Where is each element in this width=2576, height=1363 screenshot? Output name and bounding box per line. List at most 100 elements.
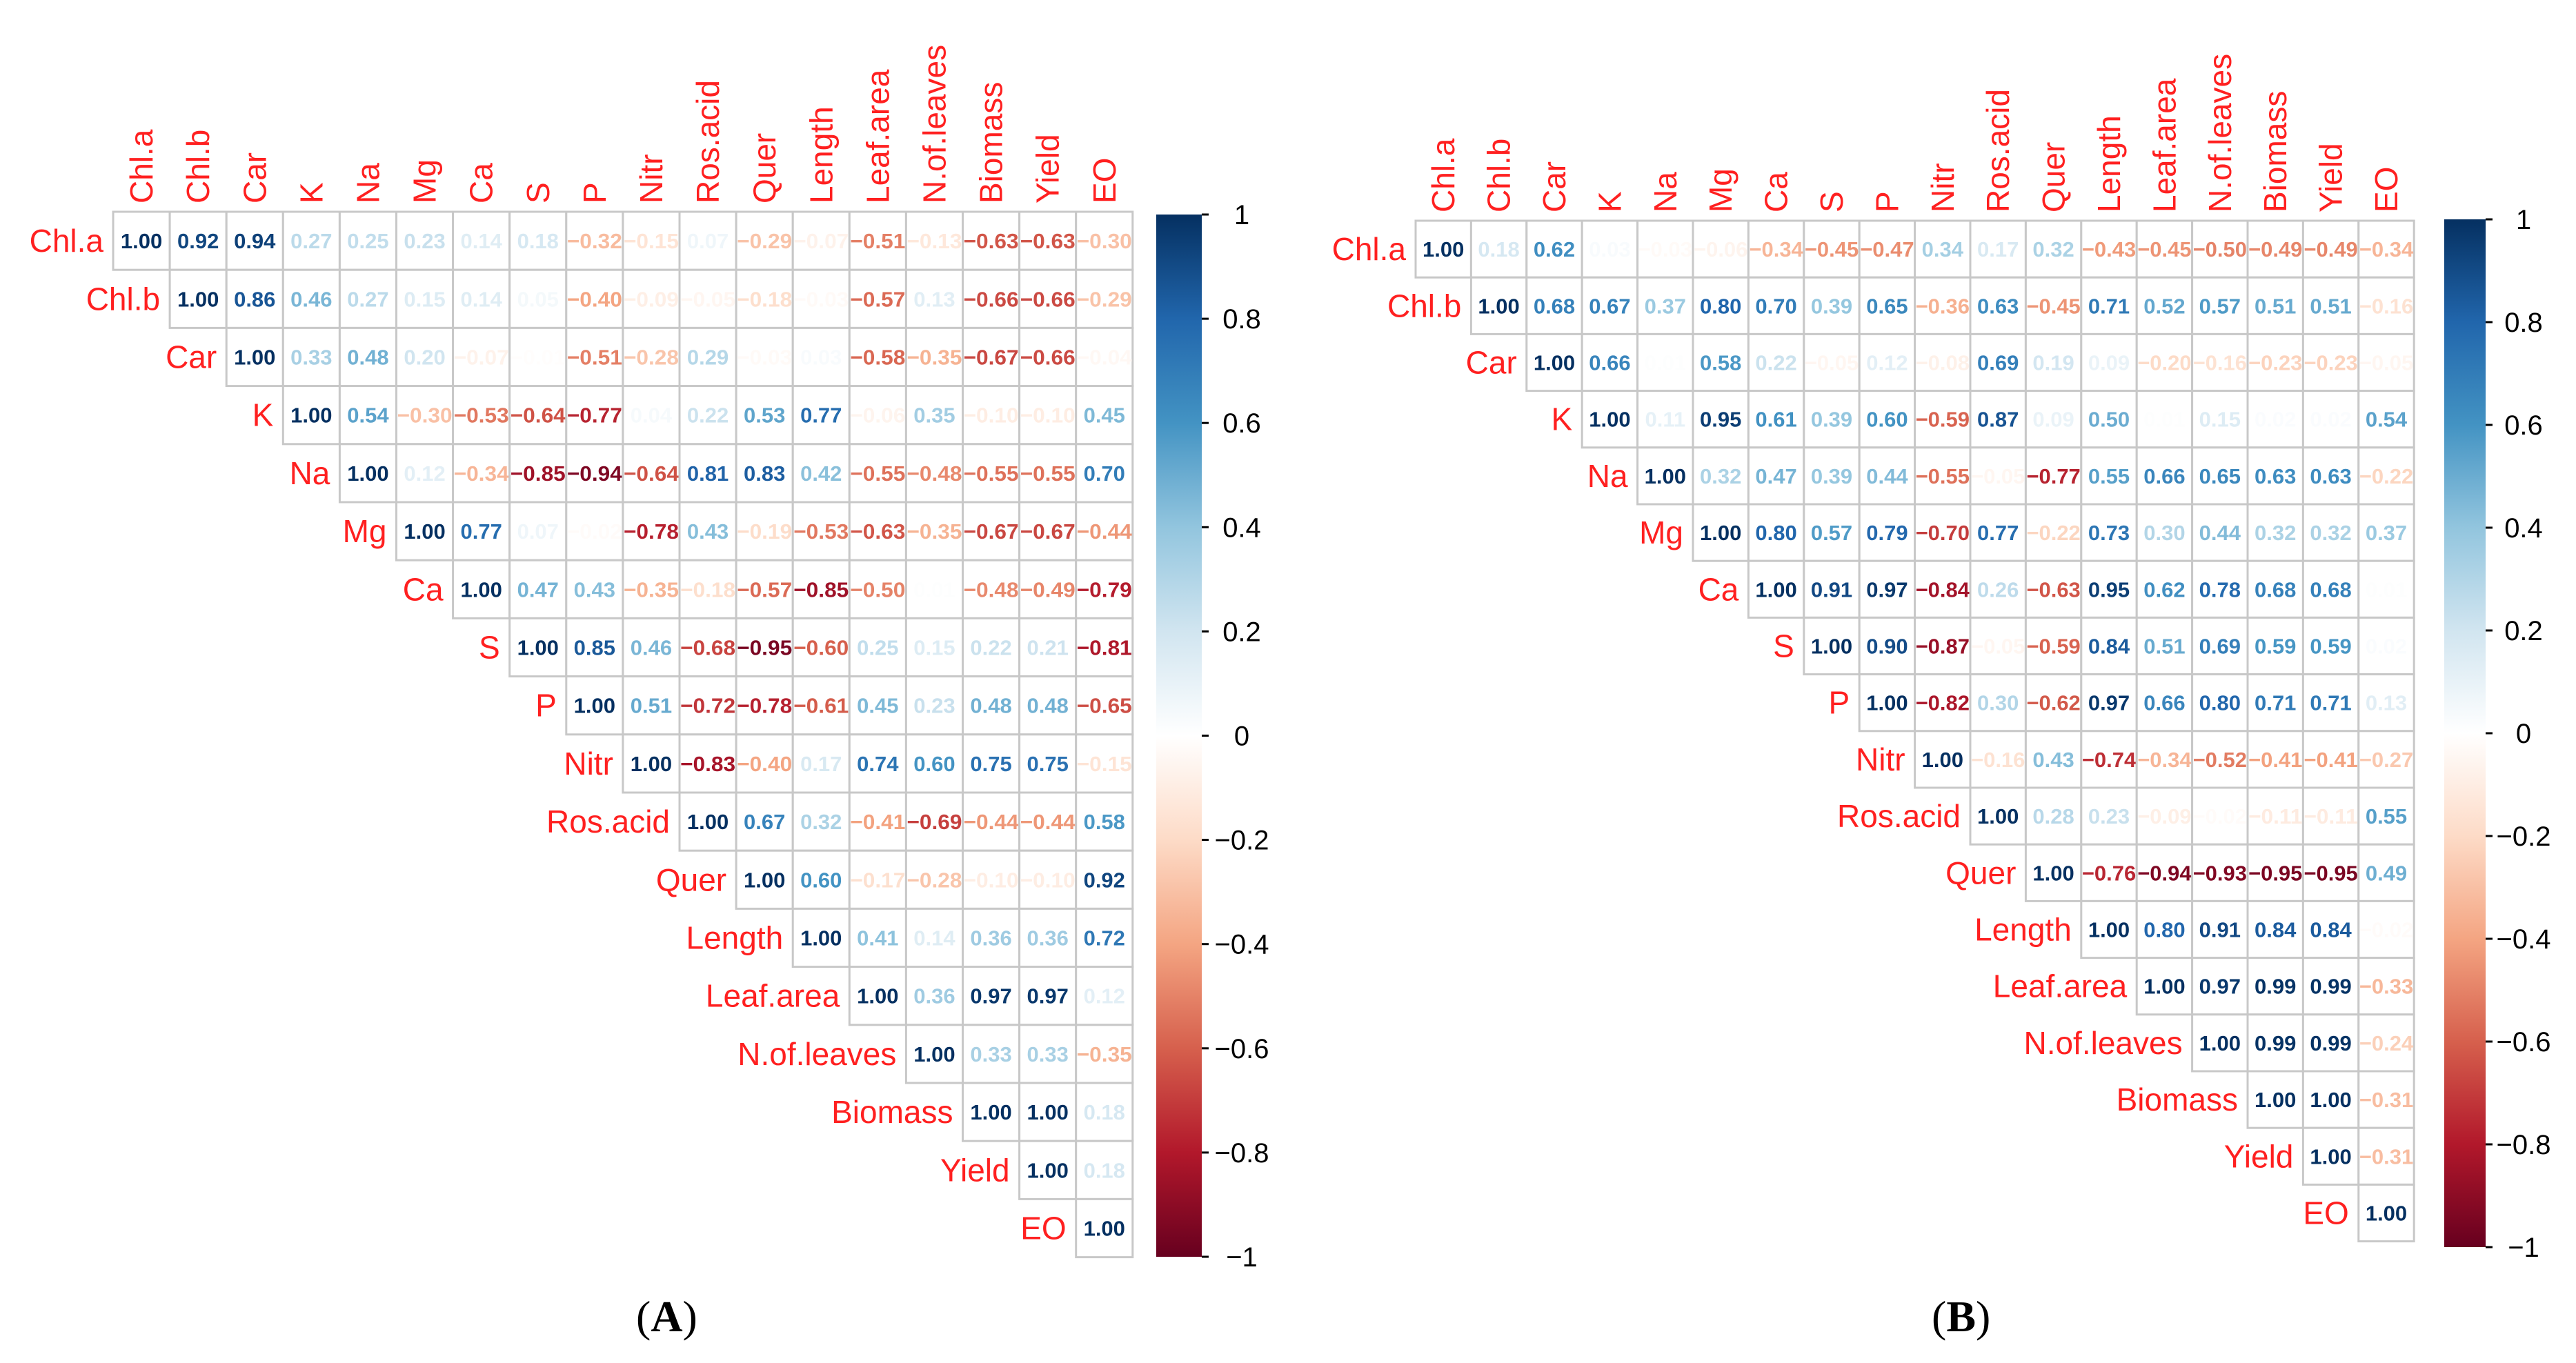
cell-value-label: −0.77	[567, 404, 622, 428]
cell-value-label: −0.04	[1077, 346, 1133, 370]
heatmap-cell	[904, 443, 964, 504]
cell-value-label: 1.00	[517, 636, 559, 660]
column-label: Na	[350, 163, 386, 203]
colorbar-tick-label: 0.6	[2504, 410, 2543, 441]
cell-value-label: −0.01	[511, 346, 566, 370]
cell-value-label: −0.10	[1020, 404, 1076, 428]
cell-value-label: −0.34	[454, 461, 510, 486]
heatmap-cell	[678, 733, 737, 794]
cell-value-label: −0.15	[1077, 752, 1132, 776]
cell-value-label: −0.11	[2303, 804, 2357, 828]
cell-value-label: −0.85	[511, 461, 566, 486]
cell-value-label: 0.48	[347, 346, 388, 370]
cell-value-label: 0.12	[1084, 984, 1125, 1008]
heatmap-cell	[2080, 219, 2138, 279]
cell-value-label: 0.86	[234, 287, 275, 311]
cell-value-label: −0.27	[2359, 748, 2413, 772]
cell-value-label: −0.02	[2193, 804, 2247, 828]
cell-value-label: −0.84	[1916, 577, 1970, 601]
heatmap-cell	[2246, 559, 2304, 619]
heatmap-cell	[1469, 276, 1528, 335]
row-label: Ros.acid	[546, 804, 670, 839]
heatmap-cell	[452, 385, 511, 446]
heatmap-cell	[1692, 276, 1750, 335]
heatmap-cell	[2301, 1126, 2360, 1186]
column-label: Yield	[1030, 134, 1066, 203]
cell-value-label: −0.08	[1916, 351, 1970, 375]
heatmap-cell	[395, 268, 455, 329]
heatmap-cell	[1692, 503, 1750, 562]
cell-value-label: 0.01	[1645, 351, 1686, 375]
colorbar-tick-label: −0.4	[1215, 930, 1269, 960]
cell-value-label: 0.58	[1700, 351, 1741, 375]
row-label: Yield	[940, 1152, 1010, 1188]
heatmap-cell	[395, 443, 455, 504]
cell-value-label: −0.55	[850, 461, 905, 486]
heatmap-cell	[962, 210, 1021, 271]
cell-value-label: 0.72	[1084, 926, 1125, 951]
cell-value-label: 0.60	[1866, 408, 1908, 432]
cell-value-label: −0.32	[567, 229, 622, 253]
row-label: Nitr	[564, 746, 613, 782]
heatmap-cell	[1692, 332, 1750, 392]
cell-value-label: 0.32	[2032, 237, 2074, 261]
cell-value-label: −0.63	[1020, 229, 1076, 253]
heatmap-cell	[1075, 443, 1134, 504]
cell-value-label: −0.62	[2026, 691, 2080, 715]
column-label: EO	[2368, 167, 2404, 212]
row-label: Chl.a	[30, 223, 104, 259]
cell-value-label: 0.45	[857, 694, 898, 718]
cell-value-label: 0.57	[2199, 294, 2241, 318]
cell-value-label: 0.12	[404, 461, 445, 486]
heatmap-cell	[2301, 1013, 2360, 1073]
heatmap-cell	[2246, 1013, 2304, 1073]
cell-value-label: 1.00	[1084, 1217, 1125, 1241]
heatmap-cell	[1858, 616, 1916, 676]
heatmap-cell	[2024, 673, 2083, 733]
heatmap-cell	[2135, 276, 2194, 335]
cell-value-label: 0.83	[744, 461, 785, 486]
colorbar-tick-label: −0.2	[1215, 826, 1269, 856]
column-label: Mg	[1703, 168, 1738, 212]
cell-value-label: −0.15	[624, 229, 679, 253]
cell-value-label: −0.34	[2137, 748, 2192, 772]
cell-value-label: 0.43	[687, 519, 729, 544]
colorbar-tick-label: 0.8	[2504, 308, 2543, 338]
cell-value-label: −0.30	[1077, 229, 1132, 253]
cell-value-label: 0.99	[2255, 1031, 2296, 1055]
heatmap-cell	[2135, 899, 2194, 959]
heatmap-cell	[791, 443, 851, 504]
cell-value-label: −0.72	[680, 694, 735, 718]
cell-value-label: 1.00	[1922, 748, 1963, 772]
cell-value-label: 0.75	[970, 752, 1011, 776]
cell-value-label: −0.33	[2359, 975, 2413, 999]
cell-value-label: −0.83	[680, 752, 735, 776]
cell-value-label: −0.23	[2303, 351, 2357, 375]
cell-value-label: −0.34	[2359, 237, 2414, 261]
heatmap-cell	[678, 443, 737, 504]
heatmap-panel-a: 1.00 0.92 0.94 0.27 0.25 0.23 0.14 0.18 −0.32 −0.…	[30, 45, 1269, 1273]
cell-value-label: −0.63	[850, 519, 905, 544]
heatmap-cell	[508, 210, 568, 271]
cell-value-label: −0.11	[2248, 804, 2302, 828]
cell-value-label: −0.57	[737, 577, 792, 601]
cell-value-label: −0.02	[2359, 918, 2413, 942]
cell-value-label: 1.00	[2366, 1202, 2407, 1226]
cell-value-label: −0.66	[1020, 346, 1076, 370]
cell-value-label: 0.69	[1977, 351, 2019, 375]
cell-value-label: 0.32	[2255, 521, 2296, 545]
cell-value-label: 0.95	[1700, 408, 1741, 432]
column-label: Ca	[464, 163, 499, 203]
heatmap-cell	[395, 501, 455, 561]
heatmap-cell	[2301, 673, 2360, 733]
cell-value-label: 1.00	[1534, 351, 1575, 375]
colorbar-tick-label: −0.6	[2497, 1027, 2551, 1057]
heatmap-cell	[1018, 733, 1078, 794]
heatmap-cell	[1075, 966, 1134, 1026]
cell-value-label: 0.43	[574, 577, 615, 601]
cell-value-label: 0.69	[2199, 635, 2241, 659]
cell-value-label: 0.73	[2088, 521, 2130, 545]
cell-value-label: 0.48	[1027, 694, 1068, 718]
cell-value-label: −0.05	[1971, 635, 2025, 659]
cell-value-label: −0.18	[737, 287, 792, 311]
